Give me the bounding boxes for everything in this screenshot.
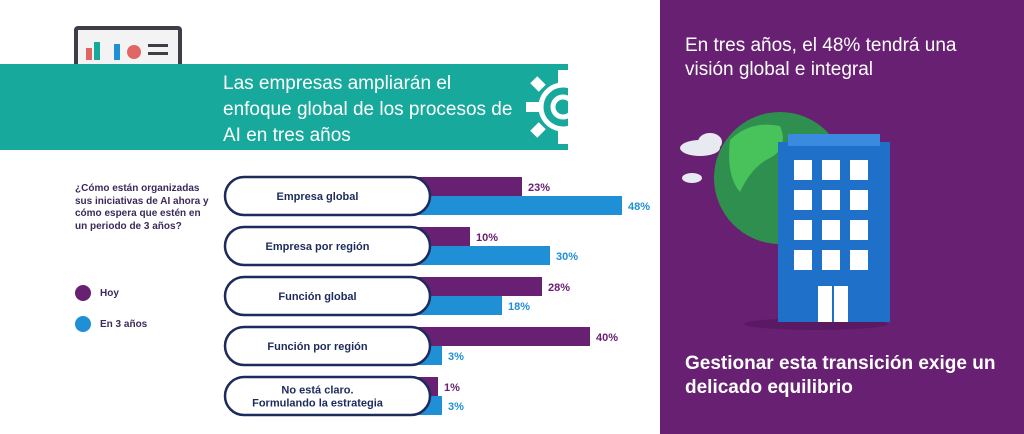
category-label: Formulando la estrategia [252, 398, 384, 410]
data-label: 48% [628, 201, 650, 213]
legend-swatch-hoy [75, 285, 91, 301]
category-label: Función global [278, 291, 356, 303]
gear-icon [526, 70, 568, 144]
bar-hoy-2 [416, 277, 542, 296]
data-label: 1% [444, 382, 460, 394]
category-label: Función por región [267, 341, 367, 353]
data-label: 3% [448, 351, 464, 363]
survey-question: ¿Cómo están organizadas sus iniciativas … [75, 183, 209, 232]
category-label: No está claro. [281, 385, 353, 397]
bar-en-3-anos-2 [416, 296, 502, 315]
data-label: 23% [528, 182, 550, 194]
bar-chart: 23% 48% Empresa global 10% 30% Empresa por re… [223, 175, 650, 417]
banner [0, 64, 568, 150]
bar-en-3-anos-1 [416, 246, 550, 265]
category-pill-2 [223, 275, 432, 317]
data-label: 28% [548, 282, 570, 294]
legend-label-hoy: Hoy [100, 288, 119, 299]
right-panel-footer: Gestionar esta transición exige un delic… [685, 353, 996, 398]
legend-label-3-anos: En 3 años [100, 319, 148, 330]
category-pill-3 [223, 325, 432, 367]
right-panel-title: En tres años, el 48% tendrá una visión g… [685, 35, 957, 80]
category-pill-0 [223, 175, 432, 217]
category-label: Empresa por región [266, 241, 370, 253]
globe-building-illustration [680, 112, 890, 330]
data-label: 18% [508, 301, 530, 313]
legend-swatch-3-anos [75, 316, 91, 332]
category-pill-1 [223, 225, 432, 267]
banner-title: Las empresas ampliarán el enfoque global… [223, 73, 513, 146]
data-label: 10% [476, 232, 498, 244]
data-label: 3% [448, 401, 464, 413]
bar-hoy-0 [416, 177, 522, 196]
bar-en-3-anos-0 [416, 196, 622, 215]
category-pill-4 [223, 375, 432, 417]
data-label: 30% [556, 251, 578, 263]
bar-hoy-3 [416, 327, 590, 346]
data-label: 40% [596, 332, 618, 344]
category-label: Empresa global [277, 191, 359, 203]
